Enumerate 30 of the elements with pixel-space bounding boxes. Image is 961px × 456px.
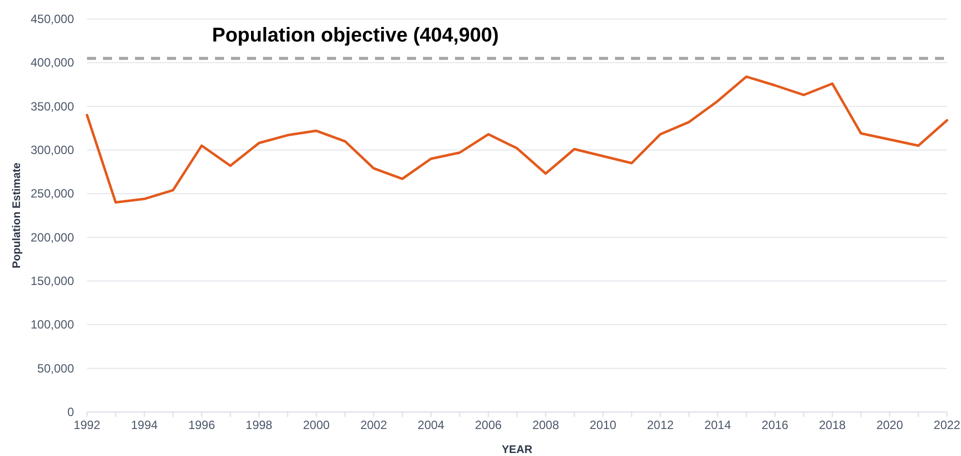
x-tick-label: 2012 — [646, 418, 674, 432]
y-tick-label: 0 — [67, 405, 74, 419]
x-tick-label: 2022 — [934, 418, 961, 432]
y-tick-label: 50,000 — [37, 361, 74, 376]
x-tick-label: 2010 — [590, 418, 617, 432]
x-tick-label: 1994 — [130, 418, 158, 432]
x-tick-label: 2006 — [474, 418, 502, 432]
y-tick-label: 350,000 — [30, 99, 74, 114]
x-tick-label: 2000 — [302, 418, 330, 432]
x-tick-label: 2018 — [818, 418, 846, 432]
y-tick-label: 300,000 — [30, 143, 74, 157]
x-axis-title: YEAR — [502, 444, 532, 456]
y-tick-label: 400,000 — [30, 56, 74, 70]
x-tick-label: 2002 — [360, 418, 388, 432]
x-tick-label: 2004 — [418, 418, 445, 432]
y-tick-label: 250,000 — [30, 186, 74, 201]
x-tick-label: 1992 — [74, 418, 101, 432]
y-tick-label: 150,000 — [30, 274, 74, 288]
x-tick-label: 1996 — [188, 418, 216, 432]
x-tick-label: 2020 — [876, 418, 904, 432]
y-tick-label: 200,000 — [30, 230, 74, 244]
x-tick-label: 1998 — [246, 418, 273, 432]
x-tick-label: 2014 — [704, 418, 732, 432]
y-axis-title: Population Estimate — [11, 162, 23, 268]
line-series — [86, 75, 948, 204]
x-tick-label: 2008 — [532, 418, 560, 432]
ref-line-label: Population objective (404,900) — [212, 24, 499, 46]
y-tick-label: 100,000 — [30, 318, 74, 332]
x-tick-label: 2016 — [762, 418, 789, 432]
y-tick-label: 450,000 — [30, 12, 74, 26]
